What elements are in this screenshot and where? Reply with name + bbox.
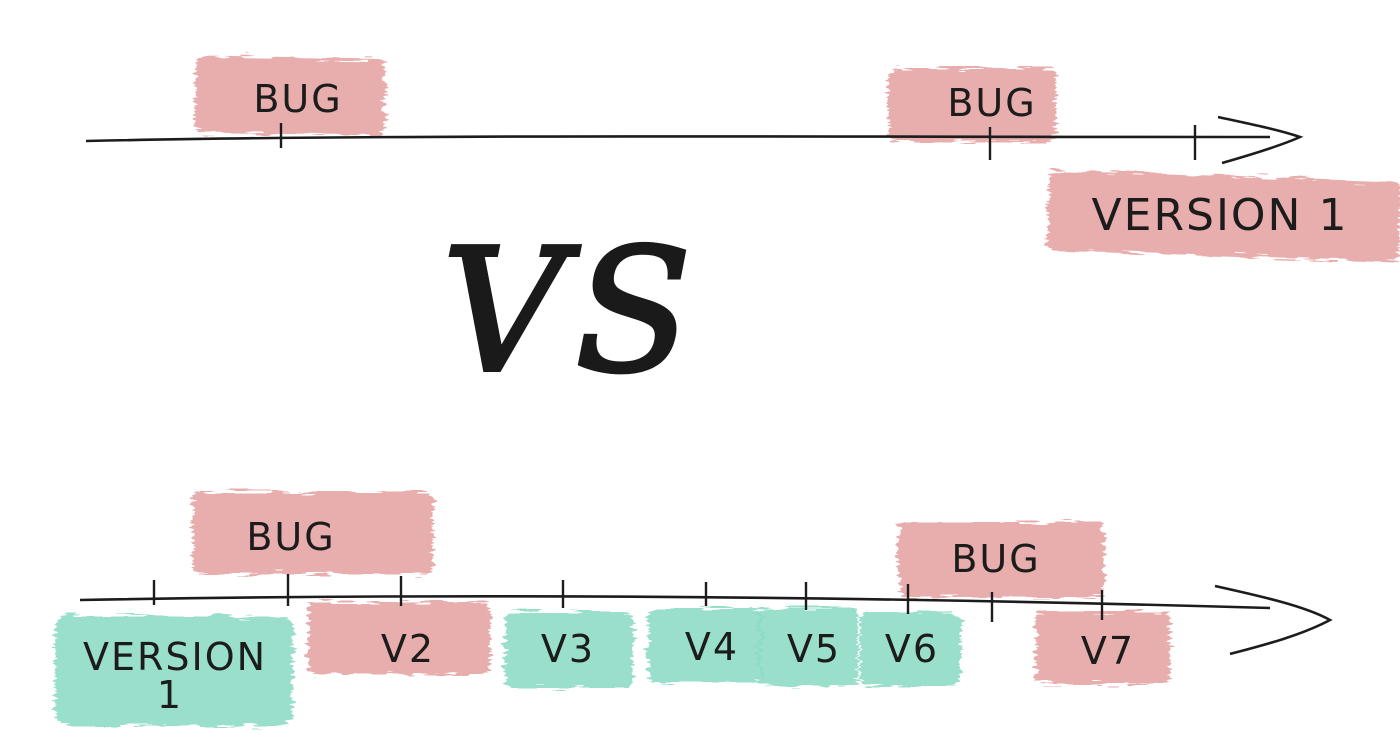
vs-separator: VS bbox=[442, 213, 701, 411]
top-bug-2-label: BUG bbox=[947, 81, 1036, 125]
top-bug-2-brush-patch bbox=[888, 68, 1056, 142]
top-bug-1-label: BUG bbox=[253, 77, 342, 121]
bottom-timeline-arrowhead bbox=[1214, 584, 1333, 656]
bottom-timeline: BUG BUG VERSION 1 V2 V3 V4 V5 V6 V7 bbox=[55, 492, 1333, 726]
version-1-label-line2: 1 bbox=[157, 673, 183, 717]
v6-label: V6 bbox=[885, 627, 939, 671]
v3-label: V3 bbox=[541, 627, 595, 671]
v2-label: V2 bbox=[381, 627, 435, 671]
bottom-bug-1-brush-patch bbox=[193, 492, 433, 574]
top-release-label: VERSION 1 bbox=[1092, 190, 1349, 241]
bottom-bug-1-label: BUG bbox=[246, 515, 335, 559]
top-release-brush-patch bbox=[1046, 170, 1400, 262]
bottom-bug-2-brush-patch bbox=[898, 522, 1104, 598]
bottom-timeline-axis bbox=[79, 594, 1271, 610]
top-bug-1-brush-patch bbox=[194, 56, 386, 136]
v2-brush-patch bbox=[308, 602, 490, 674]
top-timeline-arrowhead bbox=[1217, 115, 1304, 165]
version-1-brush-patch bbox=[55, 616, 293, 726]
top-timeline-axis bbox=[85, 135, 1271, 143]
bottom-bug-2-label: BUG bbox=[951, 537, 1040, 581]
v4-brush-patch bbox=[648, 608, 762, 682]
v4-label: V4 bbox=[685, 625, 739, 669]
v7-label: V7 bbox=[1081, 629, 1135, 673]
v5-brush-patch bbox=[758, 608, 858, 686]
version-1-label-line1: VERSION bbox=[83, 635, 267, 679]
v3-brush-patch bbox=[505, 612, 633, 688]
v7-brush-patch bbox=[1035, 612, 1170, 684]
top-timeline: BUG BUG VERSION 1 bbox=[85, 56, 1400, 262]
v5-label: V5 bbox=[787, 627, 841, 671]
v6-brush-patch bbox=[860, 612, 960, 686]
